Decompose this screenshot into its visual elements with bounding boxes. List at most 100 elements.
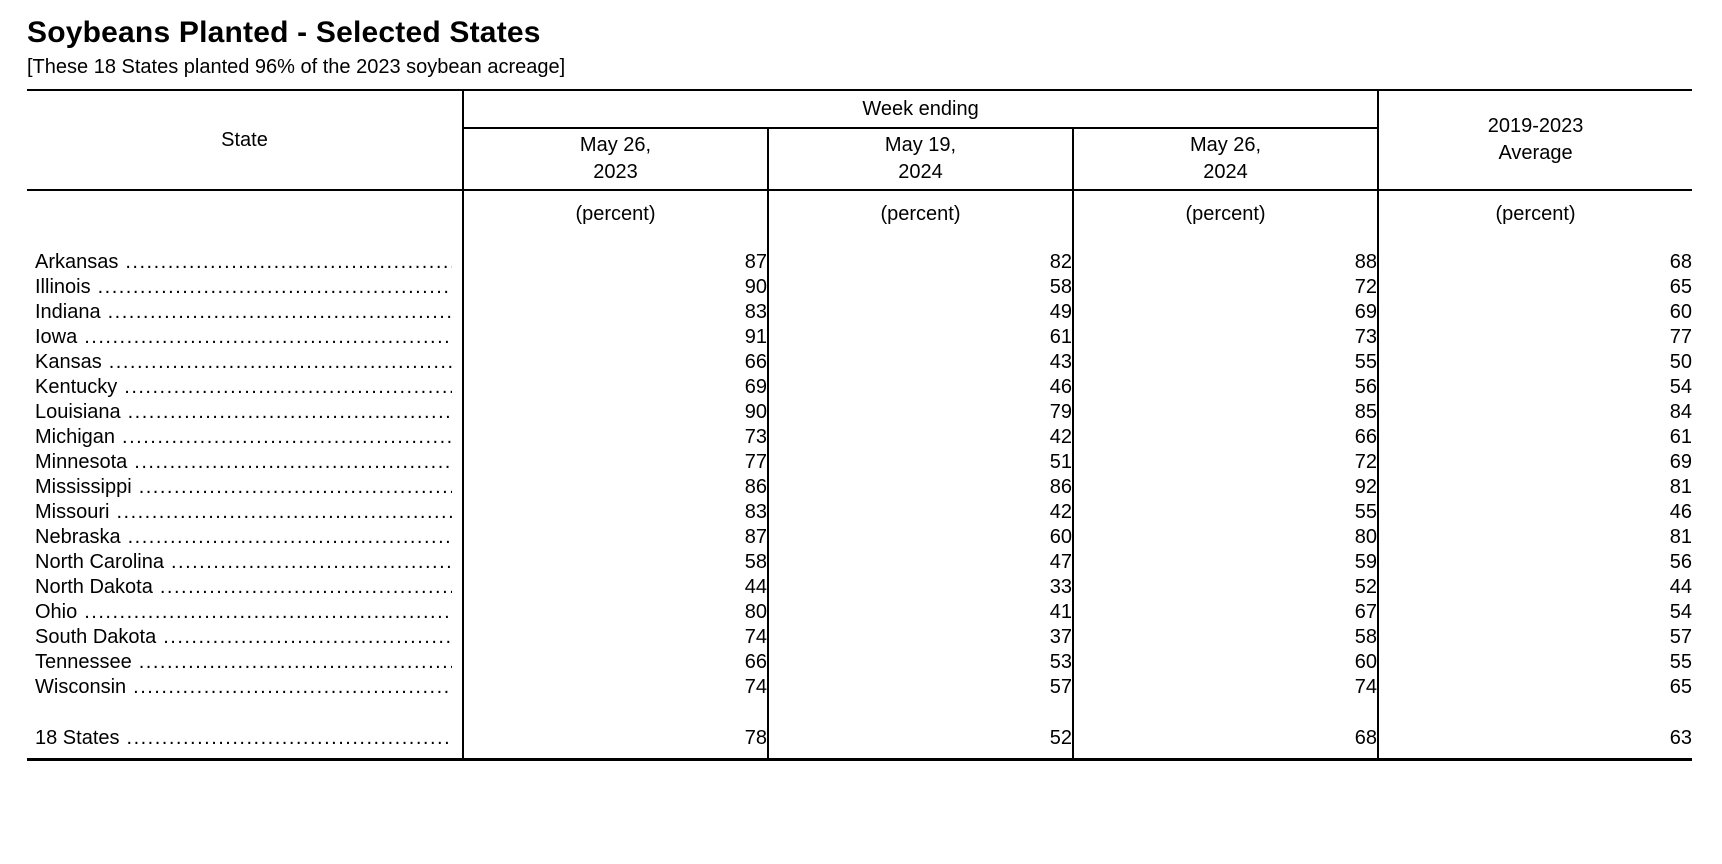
state-label: Arkansas bbox=[35, 251, 119, 273]
value-cell: 33 bbox=[767, 575, 1073, 600]
dotted-leader bbox=[84, 326, 452, 349]
value-cell: 77 bbox=[462, 450, 768, 475]
value-cell: 44 bbox=[1377, 575, 1693, 600]
unit-label: (percent) bbox=[1071, 190, 1379, 237]
value-cell: 78 bbox=[462, 725, 768, 751]
value-cell: 67 bbox=[1071, 600, 1379, 625]
unit-label: (percent) bbox=[767, 190, 1073, 237]
state-cell: Missouri bbox=[27, 500, 463, 525]
dotted-leader bbox=[109, 351, 452, 374]
value-cell: 69 bbox=[1071, 300, 1379, 325]
date-line2: 2024 bbox=[898, 161, 943, 183]
dotted-leader bbox=[124, 376, 452, 399]
spacer-cell bbox=[462, 751, 768, 759]
state-label: Ohio bbox=[35, 601, 78, 623]
value-cell: 85 bbox=[1071, 400, 1379, 425]
value-cell: 69 bbox=[462, 375, 768, 400]
state-column-header: State bbox=[27, 90, 463, 191]
state-label: Kentucky bbox=[35, 376, 118, 398]
state-cell: South Dakota bbox=[27, 625, 463, 650]
date-header-row: May 26, 2023 May 19, 2024 May 26, 2024 bbox=[27, 128, 1692, 191]
value-cell: 82 bbox=[767, 250, 1073, 275]
value-cell: 90 bbox=[462, 275, 768, 300]
spacer-row bbox=[27, 751, 1693, 759]
value-cell: 44 bbox=[462, 575, 768, 600]
value-cell: 66 bbox=[1071, 425, 1379, 450]
dotted-leader bbox=[108, 301, 452, 324]
column-header-may-26-2024: May 26, 2024 bbox=[1071, 128, 1379, 191]
value-cell: 83 bbox=[462, 300, 768, 325]
value-cell: 63 bbox=[1377, 725, 1693, 751]
value-cell: 60 bbox=[1377, 300, 1693, 325]
spacer-cell bbox=[1071, 700, 1379, 725]
value-cell: 65 bbox=[1377, 675, 1693, 700]
dotted-leader bbox=[139, 651, 452, 674]
page-subtitle: [These 18 States planted 96% of the 2023… bbox=[27, 56, 566, 78]
dotted-leader bbox=[127, 727, 452, 750]
table-row: North Dakota44335244 bbox=[27, 575, 1693, 600]
table-row: Mississippi86869281 bbox=[27, 475, 1693, 500]
value-cell: 87 bbox=[462, 250, 768, 275]
value-cell: 57 bbox=[1377, 625, 1693, 650]
value-cell: 79 bbox=[767, 400, 1073, 425]
state-cell: Louisiana bbox=[27, 400, 463, 425]
value-cell: 37 bbox=[767, 625, 1073, 650]
state-label: Wisconsin bbox=[35, 676, 127, 698]
average-header-line1: 2019-2023 bbox=[1487, 115, 1584, 137]
value-cell: 41 bbox=[767, 600, 1073, 625]
report-page: Soybeans Planted - Selected States [Thes… bbox=[0, 16, 1722, 864]
state-cell: Tennessee bbox=[27, 650, 463, 675]
state-label: Nebraska bbox=[35, 526, 121, 548]
value-cell: 52 bbox=[1071, 575, 1379, 600]
value-cell: 56 bbox=[1071, 375, 1379, 400]
value-cell: 61 bbox=[767, 325, 1073, 350]
value-cell: 54 bbox=[1377, 600, 1693, 625]
value-cell: 74 bbox=[462, 625, 768, 650]
page-title: Soybeans Planted - Selected States bbox=[27, 16, 541, 49]
dotted-leader bbox=[134, 451, 452, 474]
state-cell: Illinois bbox=[27, 275, 463, 300]
spacer-cell bbox=[767, 237, 1073, 250]
unit-label: (percent) bbox=[1377, 190, 1693, 237]
spacer-cell bbox=[27, 751, 463, 759]
dotted-leader bbox=[163, 626, 452, 649]
value-cell: 59 bbox=[1071, 550, 1379, 575]
value-cell: 54 bbox=[1377, 375, 1693, 400]
value-cell: 51 bbox=[767, 450, 1073, 475]
value-cell: 58 bbox=[462, 550, 768, 575]
dotted-leader bbox=[116, 501, 452, 524]
spacer-cell bbox=[1377, 700, 1693, 725]
table-header: State Week ending 2019-2023 Average May … bbox=[27, 90, 1693, 237]
value-cell: 58 bbox=[1071, 625, 1379, 650]
state-cell: North Carolina bbox=[27, 550, 463, 575]
date-line2: 2023 bbox=[593, 161, 638, 183]
dotted-leader bbox=[160, 576, 452, 599]
value-cell: 42 bbox=[767, 500, 1073, 525]
value-cell: 42 bbox=[767, 425, 1073, 450]
value-cell: 72 bbox=[1071, 275, 1379, 300]
value-cell: 56 bbox=[1377, 550, 1693, 575]
state-cell: North Dakota bbox=[27, 575, 463, 600]
value-cell: 80 bbox=[462, 600, 768, 625]
value-cell: 77 bbox=[1377, 325, 1693, 350]
value-cell: 86 bbox=[462, 475, 768, 500]
value-cell: 86 bbox=[767, 475, 1073, 500]
value-cell: 57 bbox=[767, 675, 1073, 700]
dotted-leader bbox=[133, 676, 452, 699]
value-cell: 43 bbox=[767, 350, 1073, 375]
spacer-cell bbox=[27, 700, 463, 725]
date-line1: May 26, bbox=[1189, 134, 1262, 156]
dotted-leader bbox=[171, 551, 452, 574]
dotted-leader bbox=[98, 276, 452, 299]
table-body: Arkansas87828868Illinois90587265Indiana8… bbox=[27, 237, 1693, 759]
value-cell: 50 bbox=[1377, 350, 1693, 375]
state-label: Mississippi bbox=[35, 476, 132, 498]
